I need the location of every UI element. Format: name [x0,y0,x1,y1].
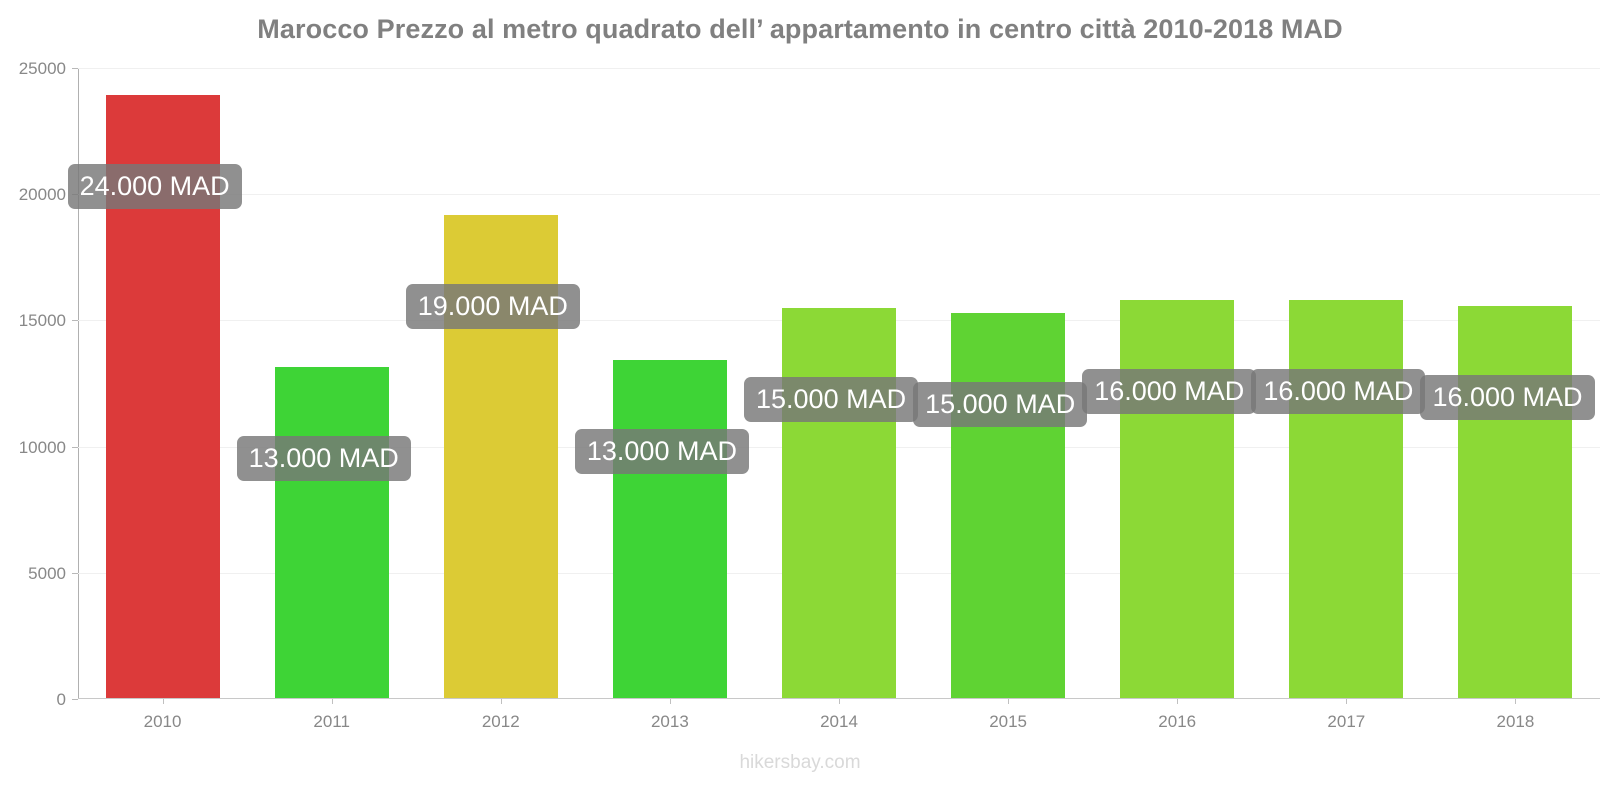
y-tick-mark [72,699,78,700]
value-label-2012: 19.000 MAD [405,283,580,329]
x-tick-mark [669,699,671,704]
value-label-2017: 16.000 MAD [1251,369,1426,415]
y-tick-label: 5000 [28,563,66,583]
x-tick-mark [331,699,333,704]
bar-2011[interactable] [274,367,389,698]
x-tick-label-2013: 2013 [650,712,689,731]
value-label-2010: 24.000 MAD [67,163,242,209]
y-tick-mark [72,68,78,69]
x-tick-label-2017: 2017 [1327,712,1366,731]
x-tick-label-2018: 2018 [1496,712,1535,731]
x-tick-label-2010: 2010 [143,712,182,731]
bar-2013[interactable] [612,359,727,698]
x-tick-mark [839,699,840,704]
bar-2014[interactable] [782,308,896,698]
value-label-2018: 16.000 MAD [1420,374,1595,420]
x-axis-line [78,698,1600,699]
gridline [78,68,1600,69]
bar-2015[interactable] [951,313,1066,698]
x-tick-mark [500,699,502,704]
x-tick-label-2016: 2016 [1158,712,1197,731]
value-label-2016: 16.000 MAD [1082,369,1257,415]
y-axis-line [78,68,79,699]
y-tick-label: 15000 [18,311,66,331]
plot-area: 0 5000 10000 15000 20000 25000 24.000 MAD 13.0… [19,59,1600,731]
bar-2017[interactable] [1289,300,1404,698]
x-tick-label-2015: 2015 [989,712,1028,731]
gridline [78,194,1600,196]
value-label-2014: 15.000 MAD [744,377,919,423]
x-tick-mark [1008,699,1010,704]
x-tick-mark [1346,699,1348,704]
value-label-2015: 15.000 MAD [913,382,1088,428]
y-tick-label: 20000 [18,185,66,205]
x-tick-mark [162,699,164,704]
bar-2018[interactable] [1458,305,1573,698]
y-tick-label: 0 [56,690,66,709]
x-tick-mark [1515,699,1517,704]
y-tick-mark [72,572,78,574]
bar-2016[interactable] [1120,300,1235,698]
y-tick-mark [72,320,78,322]
value-label-2013: 13.000 MAD [574,428,749,474]
x-tick-label-2014: 2014 [820,712,858,731]
footer-credit: hikersbay.com [739,752,861,773]
y-tick-label: 25000 [18,59,66,78]
y-tick-label: 10000 [18,437,66,457]
value-label-2011: 13.000 MAD [236,436,411,482]
x-tick-label-2012: 2012 [481,712,520,731]
page-title: Marocco Prezzo al metro quadrato dell’ a… [257,14,1343,44]
x-tick-label-2011: 2011 [313,712,350,731]
x-tick-mark [1177,699,1179,704]
y-tick-mark [72,446,78,448]
